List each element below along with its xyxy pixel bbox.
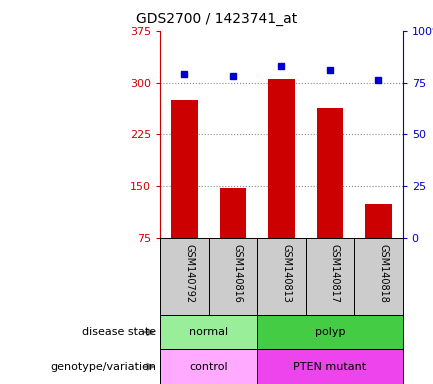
Text: GSM140816: GSM140816 [233,244,243,303]
Bar [268,79,295,238]
Text: GSM140792: GSM140792 [184,244,194,303]
Text: polyp: polyp [315,327,345,337]
Bar [160,315,257,349]
Text: GDS2700 / 1423741_at: GDS2700 / 1423741_at [136,12,297,25]
Bar [257,315,403,349]
Text: genotype/variation: genotype/variation [50,362,156,372]
Text: control: control [189,362,228,372]
Text: normal: normal [189,327,228,337]
Text: disease state: disease state [82,327,156,337]
Text: GSM140817: GSM140817 [330,244,340,303]
Bar [257,349,403,384]
Bar [317,108,343,238]
Bar [220,188,246,238]
Text: PTEN mutant: PTEN mutant [294,362,366,372]
Bar [160,349,257,384]
Bar [365,204,392,238]
Bar [171,100,198,238]
Text: GSM140818: GSM140818 [378,244,388,303]
Text: GSM140813: GSM140813 [281,244,291,303]
